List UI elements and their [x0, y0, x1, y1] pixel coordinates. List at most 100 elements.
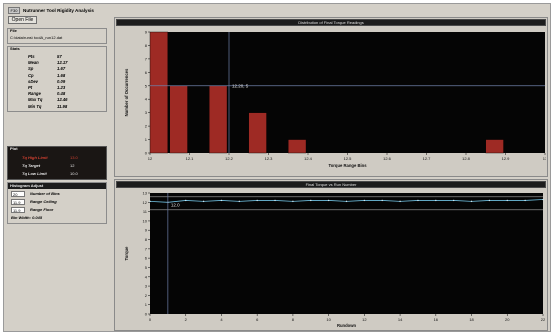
number-of-bins-input[interactable] [11, 191, 25, 197]
torque-point [238, 200, 241, 203]
y-tick-label: 7 [145, 246, 148, 251]
y-tick-label: 5 [145, 265, 148, 270]
limit-value[interactable]: 12 [70, 163, 75, 168]
stat-row: Cp 1.68 [28, 72, 66, 78]
x-tick-label: 16 [434, 317, 439, 322]
x-tick-label: 12.4 [304, 156, 313, 161]
stat-row: Mean 12.17 [28, 60, 68, 66]
y-tick-label: 9 [145, 228, 148, 233]
x-tick-label: 12.7 [423, 156, 432, 161]
x-tick-label: 12.2 [225, 156, 234, 161]
torque-point [185, 199, 187, 202]
x-tick-label: 12 [148, 156, 153, 161]
limit-label: Tq Low Limit [22, 171, 47, 176]
y-tick-label: 13 [143, 191, 148, 196]
limits-header: Plot [10, 146, 18, 151]
bin-width-readout: Bin Width: 0.045 [11, 215, 43, 220]
x-tick-label: 4 [220, 317, 223, 322]
limits-group: Plot Tq High Limit 13.0 Tq Target 12 Tq … [7, 146, 107, 180]
y-tick-label: 1 [145, 137, 148, 142]
histogram-bar [288, 139, 307, 154]
y-tick-label: 3 [145, 110, 148, 115]
limit-value[interactable]: 10.0 [70, 171, 78, 176]
open-file-button[interactable]: Open File [8, 16, 37, 24]
limit-value[interactable]: 13.0 [70, 155, 78, 160]
torque-point [506, 199, 508, 202]
timeline-panel: Final Torque vs Run Number 0 1 2 3 4 5 6 7 8 9 10 1… [114, 179, 548, 331]
x-axis-label: Rundown [337, 323, 357, 328]
histogram-settings-header-bar [8, 183, 106, 189]
y-tick-label: 2 [145, 124, 148, 129]
y-tick-label: 0 [145, 151, 148, 156]
y-tick-label: 9 [145, 30, 148, 35]
histogram-settings-group: Histogram Adjust Number of Bins Range Ce… [7, 182, 107, 224]
y-axis-label: Torque [124, 246, 129, 261]
stats-group: Stats Pts 57 Mean 12.17 Sp 1.67 Cp 1.68 sDev… [7, 46, 107, 112]
torque-point [488, 199, 491, 202]
torque-point [381, 199, 383, 202]
range-ceiling-input[interactable] [11, 199, 25, 205]
y-tick-label: 3 [145, 284, 148, 289]
point-label: 12.0 [171, 202, 180, 207]
number-of-bins-label: Number of Bins [30, 190, 60, 196]
y-tick-label: 4 [145, 97, 148, 102]
torque-point [292, 200, 294, 203]
torque-point [310, 199, 312, 202]
range-floor-label: Range Floor [30, 206, 54, 212]
torque-point [399, 200, 401, 203]
torque-point [363, 199, 366, 202]
y-tick-label: 7 [145, 56, 148, 61]
cursor-label: 12.20, 5 [232, 83, 249, 88]
x-tick-label: 14 [398, 317, 403, 322]
range-ceiling-label: Range Ceiling [30, 198, 57, 204]
app-icon: F30 [8, 7, 20, 14]
stat-row: sDev 0.09 [28, 78, 66, 84]
stat-row: Min Tq 11.98 [28, 103, 68, 109]
torque-point [327, 199, 330, 202]
histogram-bar [149, 31, 168, 154]
torque-point [417, 199, 419, 202]
x-tick-label: 12.3 [265, 156, 274, 161]
limit-label: Tq High Limit [22, 155, 48, 160]
timeline-title-bar: Final Torque vs Run Number [116, 181, 546, 188]
y-tick-label: 6 [145, 70, 148, 75]
x-axis-label: Torque Range Bins [328, 163, 367, 168]
x-tick-label: 8 [292, 317, 295, 322]
app-window: F30 Nutrunner Tool Rigidity Analysis Ope… [3, 3, 551, 332]
stat-row: Pt 1.23 [28, 85, 66, 90]
plot-area [150, 193, 543, 314]
x-tick-label: 12.1 [186, 156, 195, 161]
y-tick-label: 11 [143, 209, 148, 214]
y-axis-label: Number of Occurrences [124, 68, 129, 116]
file-group: File C:\data\runs\ toolA_run12.dat [7, 28, 107, 44]
torque-point [274, 199, 276, 202]
stat-row: Sp 1.67 [28, 66, 66, 72]
y-tick-label: 5 [145, 83, 148, 88]
x-tick-label: 12 [362, 317, 367, 322]
limit-label: Tq Target [22, 163, 41, 168]
file-path: C:\data\runs\ toolA_run12.dat [10, 36, 63, 40]
y-tick-label: 10 [143, 218, 148, 223]
y-tick-label: 0 [145, 312, 148, 317]
range-floor-input[interactable] [11, 207, 25, 213]
x-tick-label: 2 [185, 317, 188, 322]
file-group-header: File [10, 28, 17, 33]
stat-row: Pts 57 [28, 54, 62, 59]
y-tick-label: 8 [145, 237, 148, 242]
torque-point [452, 199, 455, 202]
app-title: Nutrunner Tool Rigidity Analysis [23, 8, 94, 13]
torque-point [149, 200, 151, 203]
torque-point [256, 199, 258, 202]
y-tick-label: 12 [143, 200, 148, 205]
x-tick-label: 22 [541, 317, 546, 322]
histogram-settings-header: Histogram Adjust [10, 182, 44, 188]
x-tick-label: 20 [505, 317, 510, 322]
histogram-bar [209, 85, 228, 154]
torque-point [524, 199, 526, 202]
x-tick-label: 12.5 [344, 156, 353, 161]
torque-point [435, 199, 437, 202]
stats-header: Stats [10, 46, 20, 51]
histogram-bar [169, 85, 188, 154]
